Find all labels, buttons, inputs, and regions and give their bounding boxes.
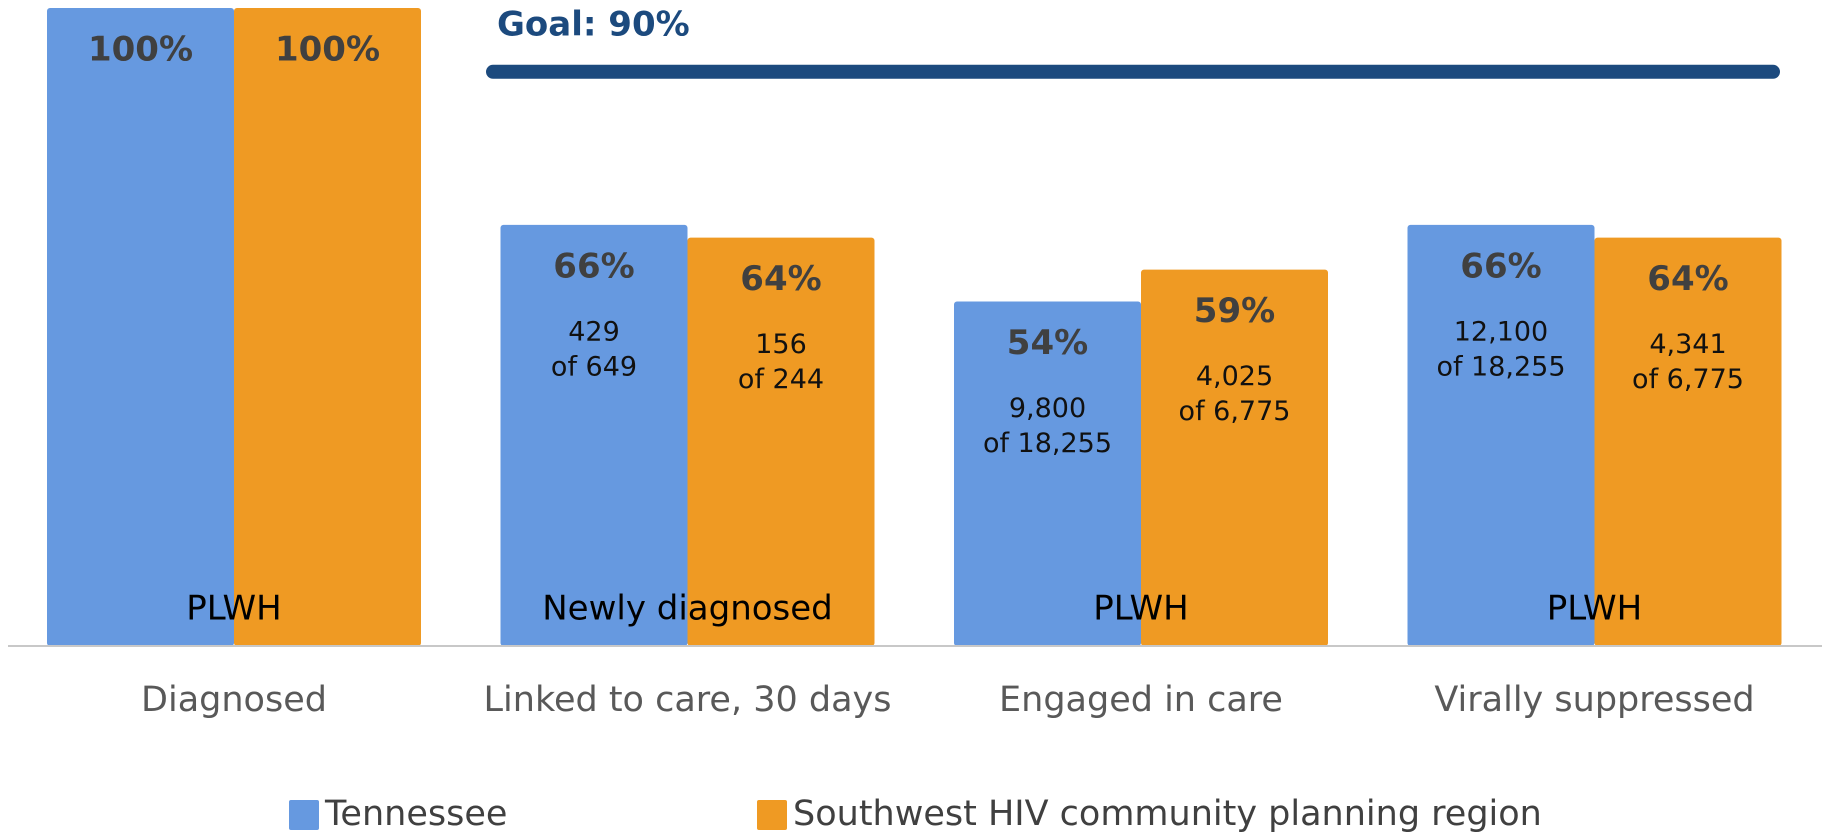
count-label: 9,800	[1009, 393, 1086, 424]
goal-label: Goal: 90%	[497, 5, 690, 45]
bar	[687, 237, 875, 646]
count-label: of 18,255	[983, 428, 1112, 459]
count-label: 4,341	[1649, 329, 1726, 360]
value-label: 66%	[1460, 246, 1541, 286]
legend-swatch	[289, 800, 319, 830]
bar	[1594, 237, 1782, 646]
legend-swatch	[757, 800, 787, 830]
group-label: PLWH	[1093, 589, 1189, 629]
count-label: of 6,775	[1632, 364, 1744, 395]
bar	[500, 224, 688, 647]
group-label: PLWH	[186, 589, 282, 629]
legend-label: Southwest HIV community planning region	[793, 794, 1542, 834]
group-label: Newly diagnosed	[542, 589, 833, 629]
count-label: 156	[755, 329, 807, 360]
count-label: 429	[568, 316, 620, 347]
x-tick-label: Linked to care, 30 days	[484, 680, 892, 720]
legend-label: Tennessee	[324, 794, 507, 834]
bar	[1407, 224, 1595, 647]
bar	[1141, 269, 1328, 646]
bar	[954, 301, 1141, 646]
value-label: 100%	[275, 30, 380, 70]
value-label: 54%	[1007, 323, 1088, 363]
value-label: 59%	[1194, 291, 1275, 331]
count-label: of 18,255	[1436, 351, 1565, 382]
x-tick-label: Diagnosed	[141, 680, 327, 720]
value-label: 64%	[740, 259, 821, 299]
count-label: 12,100	[1454, 316, 1548, 347]
count-label: 4,025	[1196, 361, 1273, 392]
count-label: of 6,775	[1179, 396, 1291, 427]
group-label: PLWH	[1547, 589, 1643, 629]
count-label: of 649	[551, 351, 637, 382]
value-label: 64%	[1647, 259, 1728, 299]
bar	[47, 8, 234, 646]
value-label: 66%	[553, 246, 634, 286]
x-tick-label: Virally suppressed	[1434, 680, 1754, 720]
x-tick-label: Engaged in care	[999, 680, 1283, 720]
count-label: of 244	[738, 364, 824, 395]
bar	[234, 8, 421, 646]
value-label: 100%	[88, 30, 193, 70]
